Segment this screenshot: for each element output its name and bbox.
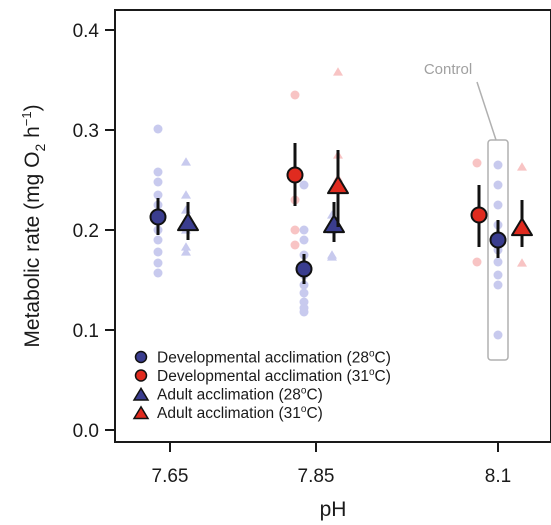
legend-label-unit: C) xyxy=(375,350,391,367)
y-tick-label: 0.4 xyxy=(73,21,100,42)
x-tick-label: 7.65 xyxy=(152,466,189,487)
raw-data-point xyxy=(493,180,503,190)
mean-point xyxy=(286,166,304,184)
legend-degree-sign: o xyxy=(301,386,307,397)
raw-data-point xyxy=(299,180,309,190)
legend-label: Developmental acclimation (28oC) xyxy=(157,349,391,367)
legend-label-main: Developmental acclimation (28 xyxy=(157,350,369,367)
mean-point xyxy=(295,260,313,278)
raw-data-point xyxy=(181,157,191,166)
y-axis-title: Metabolic rate (mg O2 h−1) xyxy=(19,104,48,347)
legend-label: Adult acclimation (28oC) xyxy=(157,386,323,404)
mean-points-layer xyxy=(149,143,533,284)
control-leader-line xyxy=(476,81,497,141)
raw-data-point xyxy=(493,200,503,210)
raw-data-point xyxy=(299,288,309,298)
legend: Developmental acclimation (28oC)Developm… xyxy=(132,349,391,422)
legend-label: Developmental acclimation (31oC) xyxy=(157,367,391,385)
y-axis-title-sub: 2 xyxy=(32,144,48,152)
raw-data-point xyxy=(290,225,300,235)
raw-data-point xyxy=(153,167,163,177)
raw-data-point xyxy=(181,242,191,251)
mean-point xyxy=(489,231,507,249)
raw-data-point xyxy=(299,307,309,317)
x-axis-ticks: 7.65 7.85 8.1 xyxy=(152,442,511,487)
raw-data-point xyxy=(493,270,503,280)
legend-marker xyxy=(134,350,148,364)
x-tick-label: 8.1 xyxy=(485,466,511,487)
raw-data-point xyxy=(493,330,503,340)
mean-point xyxy=(323,214,345,234)
y-axis-title-tail: h xyxy=(21,126,44,144)
mean-point xyxy=(470,206,488,224)
raw-data-point xyxy=(493,160,503,170)
raw-data-point xyxy=(181,190,191,199)
y-axis-title-sup: −1 xyxy=(19,111,34,126)
legend-label-main: Developmental acclimation (31 xyxy=(157,368,369,385)
legend-label-main: Adult acclimation (31 xyxy=(157,405,301,422)
legend-marker xyxy=(132,386,150,401)
legend-label-unit: C) xyxy=(375,368,391,385)
y-tick-label: 0.2 xyxy=(73,221,99,242)
raw-data-point xyxy=(299,280,309,290)
legend-marker xyxy=(134,369,148,382)
raw-data-point xyxy=(493,280,503,290)
raw-points-layer xyxy=(153,67,527,340)
raw-data-point xyxy=(327,252,337,261)
mean-point xyxy=(177,212,199,232)
raw-data-point xyxy=(290,90,300,100)
raw-data-point xyxy=(517,162,527,171)
y-axis-title-main: Metabolic rate (mg O xyxy=(21,152,44,348)
y-tick-label: 0.1 xyxy=(73,321,99,342)
legend-degree-sign: o xyxy=(301,404,307,415)
raw-data-point xyxy=(472,257,482,267)
raw-data-point xyxy=(517,258,527,267)
raw-data-point xyxy=(472,158,482,168)
legend-degree-sign: o xyxy=(369,367,375,378)
mean-point xyxy=(511,217,533,237)
raw-data-point xyxy=(153,268,163,278)
raw-data-point xyxy=(153,247,163,257)
raw-data-point xyxy=(290,240,300,250)
control-annotation-label: Control xyxy=(424,61,472,78)
raw-data-point xyxy=(181,247,191,256)
legend-degree-sign: o xyxy=(369,349,375,360)
raw-data-point xyxy=(153,235,163,245)
control-annotation: Control xyxy=(424,61,509,361)
chart-axes xyxy=(114,9,551,443)
raw-data-point xyxy=(493,257,503,267)
x-tick-label: 7.85 xyxy=(298,466,335,487)
y-axis-ticks: 0.0 0.1 0.2 0.3 0.4 xyxy=(73,21,115,442)
raw-data-point xyxy=(153,124,163,134)
legend-label: Adult acclimation (31oC) xyxy=(157,404,323,422)
y-tick-label: 0.3 xyxy=(73,121,99,142)
legend-label-main: Adult acclimation (28 xyxy=(157,387,301,404)
raw-data-point xyxy=(333,67,343,76)
mean-point xyxy=(149,208,167,226)
raw-data-point xyxy=(153,258,163,268)
x-axis-title: pH xyxy=(320,498,347,521)
raw-data-point xyxy=(299,225,309,235)
legend-marker xyxy=(132,405,150,420)
y-axis-title-end: ) xyxy=(21,104,44,111)
y-tick-label: 0.0 xyxy=(73,421,99,442)
raw-data-point xyxy=(153,177,163,187)
raw-data-point xyxy=(299,235,309,245)
plot-frame xyxy=(114,9,551,443)
raw-data-point xyxy=(153,190,163,200)
legend-label-unit: C) xyxy=(306,405,322,422)
control-box xyxy=(487,139,509,361)
mean-point xyxy=(327,175,349,195)
legend-label-unit: C) xyxy=(306,387,322,404)
